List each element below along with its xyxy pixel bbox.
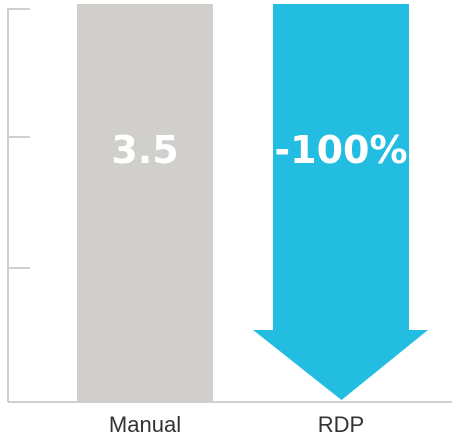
arrow-rdp (253, 4, 428, 400)
x-tick-label-rdp: RDP (318, 412, 364, 437)
x-tick-label-manual: Manual (109, 412, 181, 437)
data-label-manual: 3.5 (111, 128, 178, 172)
data-label-rdp: -100% (274, 128, 407, 172)
bar-manual (77, 4, 213, 401)
